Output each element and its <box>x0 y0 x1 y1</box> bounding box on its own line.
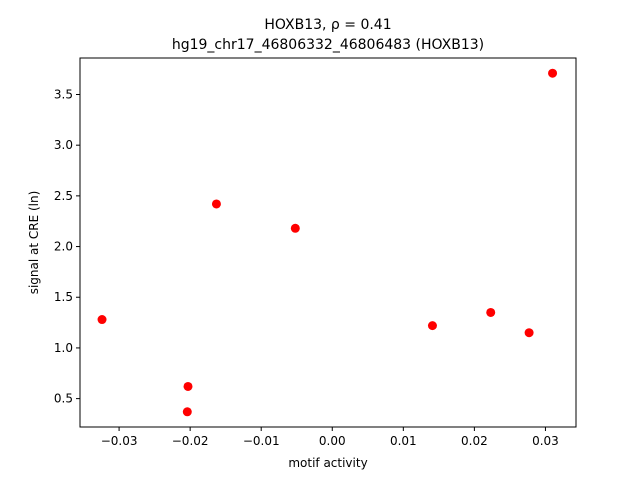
chart-title-line-1: HOXB13, ρ = 0.41 <box>264 17 391 33</box>
y-axis-ticks: 0.5 1.0 1.5 2.0 2.5 3.0 3.5 <box>54 87 80 406</box>
y-tick-label: 2.0 <box>54 240 73 254</box>
plot-frame <box>79 57 577 428</box>
x-axis-ticks: −0.03 −0.02 −0.01 0.00 0.01 0.02 0.03 <box>101 427 559 448</box>
y-tick-label: 1.5 <box>54 290 73 304</box>
y-tick-label: 0.5 <box>54 392 73 406</box>
y-tick-label: 3.5 <box>54 87 73 101</box>
x-tick-label: −0.01 <box>243 434 280 448</box>
data-point <box>486 307 496 317</box>
x-tick-label: 0.01 <box>390 434 417 448</box>
data-point <box>211 199 221 209</box>
data-point <box>548 68 558 78</box>
x-tick-label: −0.03 <box>101 434 138 448</box>
y-tick-label: 1.0 <box>54 341 73 355</box>
chart-title-line-2: hg19_chr17_46806332_46806483 (HOXB13) <box>172 37 484 53</box>
data-point <box>524 328 534 338</box>
y-tick-label: 3.0 <box>54 138 73 152</box>
data-point <box>183 381 193 391</box>
x-axis-label: motif activity <box>288 456 367 470</box>
x-tick-label: 0.02 <box>461 434 488 448</box>
y-axis-label: signal at CRE (ln) <box>27 191 41 295</box>
data-points <box>97 68 558 417</box>
data-point <box>97 315 107 325</box>
data-point <box>290 223 300 233</box>
x-tick-label: 0.03 <box>532 434 559 448</box>
data-point <box>427 321 437 331</box>
x-tick-label: −0.02 <box>172 434 209 448</box>
x-tick-label: 0.00 <box>319 434 346 448</box>
data-point <box>182 407 192 417</box>
y-tick-label: 2.5 <box>54 189 73 203</box>
